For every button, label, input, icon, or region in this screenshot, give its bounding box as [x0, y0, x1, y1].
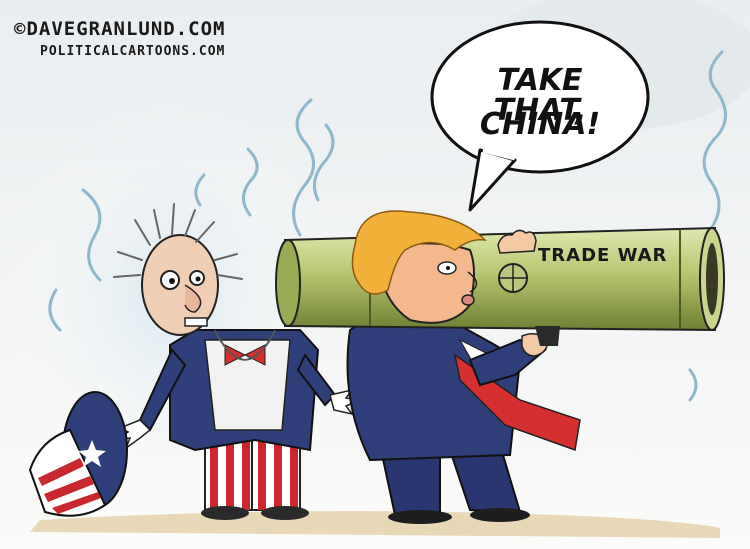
- uncle-sam-figure: [113, 203, 363, 520]
- ground-shadow: [30, 511, 720, 538]
- artist-credit: ©DAVEGRANLUND.COM: [14, 18, 226, 40]
- fallen-top-hat: [28, 391, 128, 517]
- trump-figure: [346, 311, 581, 524]
- trump-head: [351, 210, 488, 324]
- bazooka-label: TRADE WAR: [538, 245, 668, 266]
- syndicate-credit: POLITICALCARTOONS.COM: [40, 44, 226, 59]
- uncle-sam-head: [141, 234, 219, 336]
- speech-line-2: CHINA!: [479, 107, 601, 142]
- speech-line-1: TAKE THAT,: [493, 63, 587, 128]
- smoke-wisps: [48, 50, 727, 402]
- speech-balloon: [430, 20, 650, 212]
